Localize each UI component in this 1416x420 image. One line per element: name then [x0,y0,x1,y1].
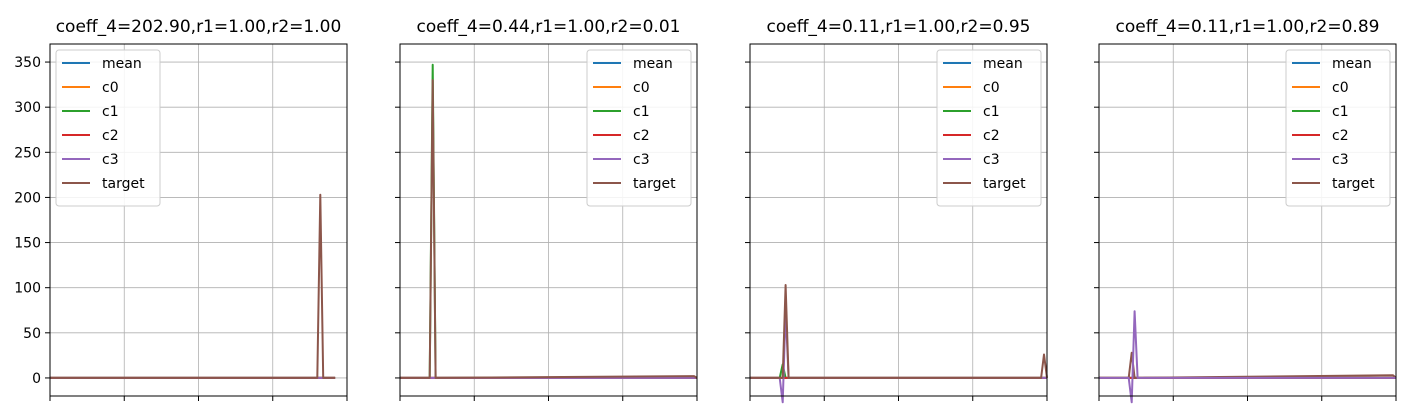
legend: mean c0 c1 c2 c3 target [1285,49,1391,207]
subplot-title: coeff_4=0.44,r1=1.00,r2=0.01 [417,17,681,37]
legend-label: c2 [102,128,119,144]
legend-label: c0 [102,80,119,96]
series-line-target [750,284,1048,379]
subplot-title: coeff_4=0.11,r1=1.00,r2=0.95 [767,17,1031,37]
legend: mean c0 c1 c2 c3 target [586,49,692,207]
y-tick-label: 200 [14,190,41,206]
legend-label: c2 [633,128,650,144]
series-line-target [50,193,336,379]
legend-label: mean [983,56,1023,72]
legend-label: c3 [102,152,119,168]
legend-label: c1 [102,104,119,120]
legend-label: mean [633,56,673,72]
legend-label: target [983,176,1026,192]
subplot-title: coeff_4=202.90,r1=1.00,r2=1.00 [56,17,342,37]
legend-label: c3 [983,152,1000,168]
legend-label: c2 [1332,128,1349,144]
legend-box [55,49,161,207]
legend-label: c1 [983,104,1000,120]
y-tick-label: 100 [14,281,41,297]
legend-label: target [1332,176,1375,192]
legend: mean c0 c1 c2 c3 target [936,49,1042,207]
legend-label: target [633,176,676,192]
y-tick-label: 250 [14,145,41,161]
legend-box [1285,49,1391,207]
y-tick-label: 300 [14,100,41,116]
legend-label: c0 [1332,80,1349,96]
legend-label: mean [1332,56,1372,72]
series-line-c3 [1099,310,1396,404]
legend-label: c1 [633,104,650,120]
series-line-target [400,79,698,379]
y-tick-label: 150 [14,236,41,252]
legend-label: c1 [1332,104,1349,120]
legend-label: c3 [1332,152,1349,168]
subplot-title: coeff_4=0.11,r1=1.00,r2=0.89 [1116,17,1380,37]
legend-label: target [102,176,145,192]
legend-label: c3 [633,152,650,168]
legend-box [936,49,1042,207]
legend-label: c2 [983,128,1000,144]
subplot-1: 0 50 100 150 200 250 300 350 coeff_4=202.90,r1=1… [14,17,348,401]
y-tick-label: 50 [23,326,41,342]
legend-label: c0 [633,80,650,96]
legend-label: c0 [983,80,1000,96]
legend-box [586,49,692,207]
legend: mean c0 c1 c2 c3 target [55,49,161,207]
y-tick-label: 0 [32,371,41,387]
y-tick-label: 350 [14,55,41,71]
legend-label: mean [102,56,142,72]
